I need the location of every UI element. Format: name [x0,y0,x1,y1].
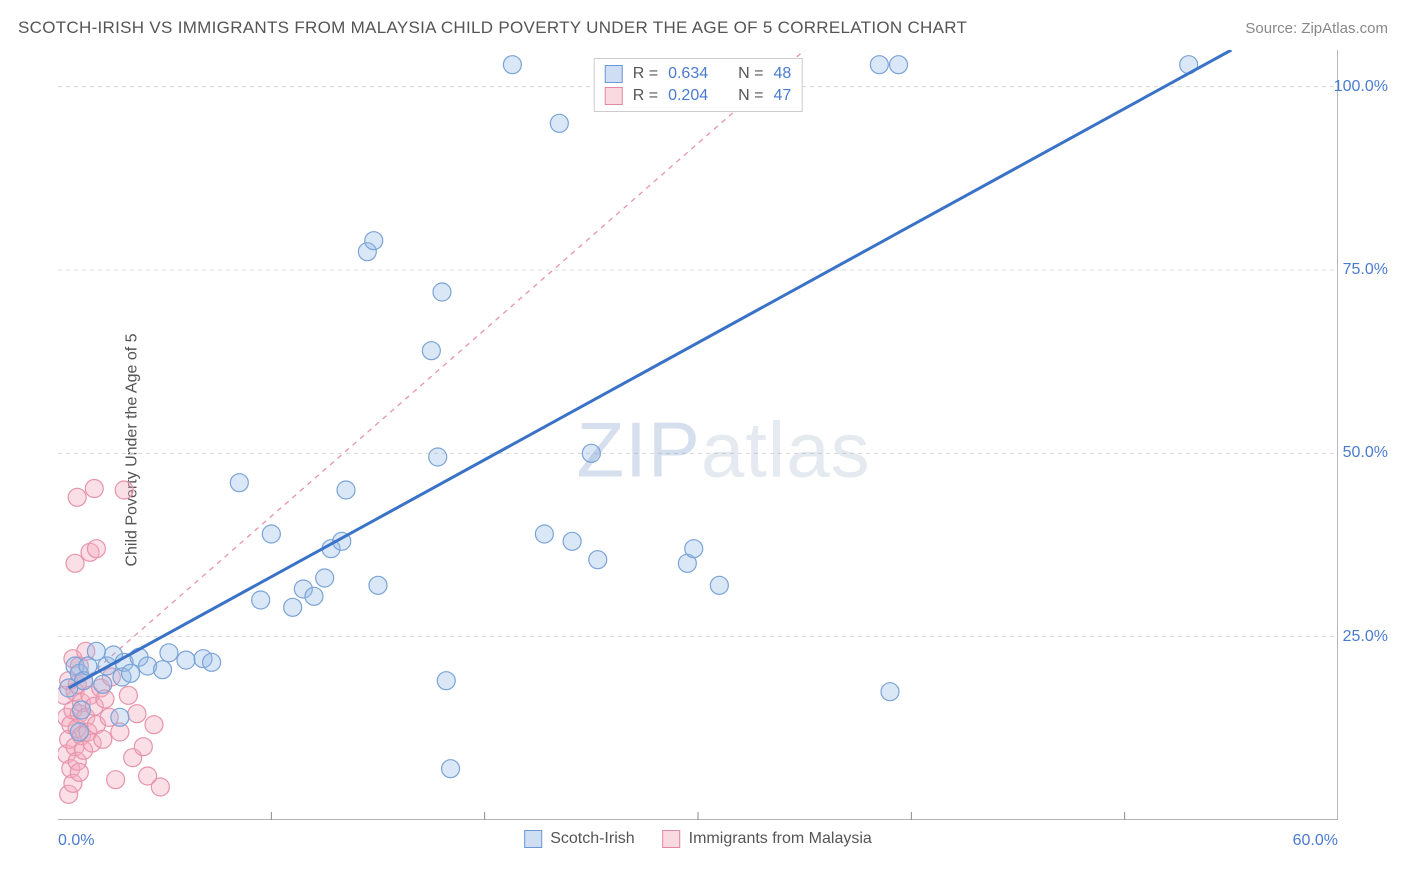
swatch-blue-icon [524,830,542,848]
series-legend: Scotch-Irish Immigrants from Malaysia [524,830,872,848]
correlation-legend: R = 0.634 N = 48 R = 0.204 N = 47 [594,58,803,112]
n-label: N = [738,87,763,105]
legend-item-pink: Immigrants from Malaysia [663,830,872,848]
scatter-plot-svg [58,50,1338,820]
chart-header: SCOTCH-IRISH VS IMMIGRANTS FROM MALAYSIA… [18,18,1388,38]
y-tick-label: 75.0% [1343,261,1388,279]
legend-label-pink: Immigrants from Malaysia [689,830,872,848]
swatch-pink-icon [663,830,681,848]
legend-item-blue: Scotch-Irish [524,830,634,848]
r-label: R = [633,65,658,83]
source-label: Source: [1245,20,1297,37]
n-label: N = [738,65,763,83]
chart-title: SCOTCH-IRISH VS IMMIGRANTS FROM MALAYSIA… [18,18,967,38]
source-attribution: Source: ZipAtlas.com [1245,20,1388,37]
legend-row-blue: R = 0.634 N = 48 [605,63,792,85]
chart-container: Child Poverty Under the Age of 5 ZIPatla… [50,50,1390,850]
n-value-pink: 47 [773,87,791,105]
swatch-pink-icon [605,87,623,105]
r-value-pink: 0.204 [668,87,708,105]
y-tick-label: 50.0% [1343,444,1388,462]
x-tick-label: 60.0% [1293,832,1338,850]
legend-label-blue: Scotch-Irish [550,830,634,848]
plot-area: ZIPatlas R = 0.634 N = 48 R = 0.204 N = … [58,50,1338,820]
n-value-blue: 48 [773,65,791,83]
x-tick-label: 0.0% [58,832,94,850]
legend-row-pink: R = 0.204 N = 47 [605,85,792,107]
swatch-blue-icon [605,65,623,83]
r-value-blue: 0.634 [668,65,708,83]
r-label: R = [633,87,658,105]
source-link[interactable]: ZipAtlas.com [1301,20,1388,37]
y-tick-label: 100.0% [1334,78,1388,96]
y-tick-label: 25.0% [1343,628,1388,646]
